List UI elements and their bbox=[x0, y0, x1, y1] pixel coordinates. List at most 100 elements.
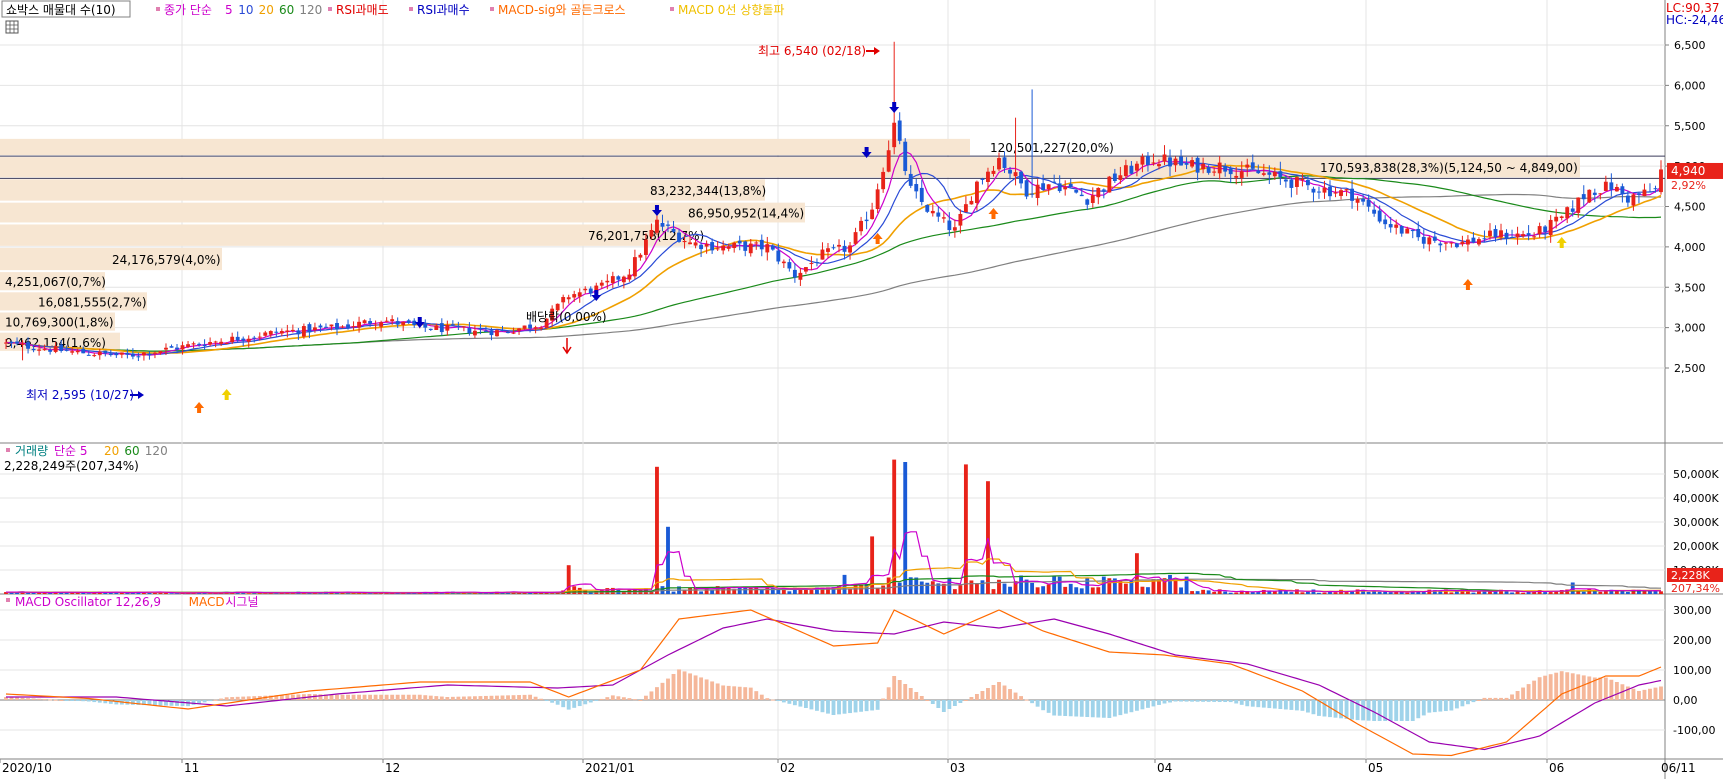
legend-item[interactable]: MACD 0선 상향돌파 bbox=[678, 3, 784, 17]
macd-oscillator-bar bbox=[594, 700, 599, 701]
macd-oscillator-bar bbox=[290, 694, 295, 700]
volume-bar bbox=[1052, 575, 1057, 594]
macd-oscillator-bar bbox=[561, 700, 566, 708]
volume-bar bbox=[158, 591, 163, 594]
candle-body bbox=[1620, 186, 1625, 194]
legend-item[interactable]: 종가 단순 bbox=[164, 3, 212, 17]
volume-bar bbox=[997, 579, 1001, 594]
volume-profile-label: 16,081,555(2,7%) bbox=[38, 295, 147, 309]
table-icon-grid bbox=[6, 21, 18, 33]
macd-oscillator-bar bbox=[528, 694, 533, 700]
legend-item[interactable]: 10 bbox=[238, 3, 253, 17]
candle-body bbox=[958, 213, 963, 226]
macd-oscillator-bar bbox=[566, 700, 571, 710]
volume-bar bbox=[1272, 591, 1277, 594]
volume-legend-item[interactable]: 120 bbox=[145, 444, 168, 458]
macd-oscillator-bar bbox=[340, 694, 345, 700]
macd-tick-label: 300,00 bbox=[1673, 604, 1712, 617]
candle-body bbox=[1151, 162, 1156, 164]
candle-body bbox=[969, 200, 974, 205]
macd-oscillator-bar bbox=[439, 696, 444, 700]
volume-legend-item[interactable]: 거래량 bbox=[15, 444, 48, 458]
candle-body bbox=[268, 331, 273, 335]
macd-oscillator-bar bbox=[1173, 700, 1178, 702]
volume-bar bbox=[301, 593, 306, 594]
volume-bar bbox=[9, 592, 14, 594]
macd-oscillator-bar bbox=[958, 700, 963, 703]
candle-body bbox=[1504, 232, 1509, 239]
volume-bar bbox=[1184, 576, 1189, 594]
volume-bar bbox=[263, 593, 268, 594]
volume-bar bbox=[748, 587, 753, 594]
legend-item[interactable]: RSI과매수 bbox=[417, 3, 470, 17]
rsi-overbought-arrow bbox=[591, 290, 602, 301]
volume-bar bbox=[1488, 591, 1492, 594]
x-tick-label: 2020/10 bbox=[2, 761, 52, 775]
candle-body bbox=[406, 320, 411, 323]
macd-oscillator-bar bbox=[1471, 700, 1476, 703]
macd-oscillator-bar bbox=[1024, 699, 1029, 701]
legend-item[interactable]: 120 bbox=[299, 3, 322, 17]
macd-oscillator-bar bbox=[279, 695, 284, 700]
volume-bar bbox=[682, 589, 687, 594]
macd-oscillator-bar bbox=[1278, 700, 1283, 709]
volume-bar bbox=[75, 592, 80, 594]
candle-body bbox=[588, 288, 593, 294]
candle-body bbox=[930, 210, 935, 214]
volume-legend-item[interactable]: 20 bbox=[104, 444, 119, 458]
macd-oscillator-bar bbox=[1300, 700, 1305, 711]
candle-body bbox=[395, 321, 400, 325]
table-icon[interactable] bbox=[5, 20, 19, 34]
volume-bar bbox=[958, 585, 963, 594]
macd-oscillator-bar bbox=[1631, 688, 1636, 700]
candle-body bbox=[1399, 226, 1404, 234]
macd-oscillator-bar bbox=[1383, 700, 1388, 721]
legend-item[interactable]: 20 bbox=[259, 3, 274, 17]
indicator-dropdown[interactable] bbox=[1, 0, 131, 18]
macd-oscillator-bar bbox=[59, 700, 64, 701]
macd-oscillator-bar bbox=[638, 700, 643, 701]
volume-bar bbox=[81, 592, 86, 594]
macd-legend-item[interactable]: 시그널 bbox=[225, 595, 258, 609]
legend-item[interactable]: MACD-sig와 골든크로스 bbox=[498, 3, 626, 17]
macd-oscillator-bar bbox=[511, 695, 516, 700]
macd-legend-item[interactable]: MACD Oscillator 12,26,9 bbox=[15, 595, 161, 609]
volume-bar bbox=[859, 584, 864, 594]
legend-item[interactable]: RSI과매도 bbox=[336, 3, 389, 17]
candle-body bbox=[1134, 163, 1139, 171]
legend-item[interactable]: 5 bbox=[225, 3, 233, 17]
candle-body bbox=[147, 353, 152, 356]
volume-legend-item[interactable]: 60 bbox=[124, 444, 139, 458]
macd-legend-item[interactable]: MACD bbox=[189, 595, 225, 609]
volume-profile-label: 24,176,579(4,0%) bbox=[112, 253, 221, 267]
volume-bar bbox=[803, 589, 808, 594]
volume-bar bbox=[1311, 589, 1316, 594]
candle-body bbox=[4, 342, 8, 344]
macd-oscillator-bar bbox=[75, 700, 80, 701]
volume-bar bbox=[1234, 592, 1239, 594]
candle-body bbox=[230, 336, 235, 343]
volume-legend-item[interactable]: 단순 5 bbox=[54, 444, 88, 458]
macd-oscillator-bar bbox=[1581, 675, 1586, 700]
volume-bar bbox=[1355, 589, 1360, 594]
macd-oscillator-bar bbox=[1123, 700, 1128, 714]
macd-oscillator-bar bbox=[848, 700, 852, 714]
candle-body bbox=[219, 341, 224, 344]
volume-profile-bar bbox=[0, 312, 115, 331]
legend-item[interactable]: 60 bbox=[279, 3, 294, 17]
legend-item[interactable]: 쇼박스 매물대 수(10) bbox=[6, 3, 116, 17]
macd-oscillator-bar bbox=[997, 682, 1001, 700]
macd-oscillator-bar bbox=[70, 700, 75, 701]
volume-bar bbox=[754, 586, 759, 594]
macd-oscillator-bar bbox=[632, 699, 637, 701]
candle-body bbox=[472, 330, 477, 336]
macd-oscillator-bar bbox=[224, 697, 229, 700]
volume-bar bbox=[1416, 591, 1421, 594]
macd-oscillator-bar bbox=[1432, 700, 1437, 713]
macd-oscillator-bar bbox=[191, 700, 196, 705]
volume-bar bbox=[1195, 591, 1200, 594]
macd-oscillator-bar bbox=[175, 700, 179, 706]
macd-oscillator-bar bbox=[1421, 700, 1426, 716]
